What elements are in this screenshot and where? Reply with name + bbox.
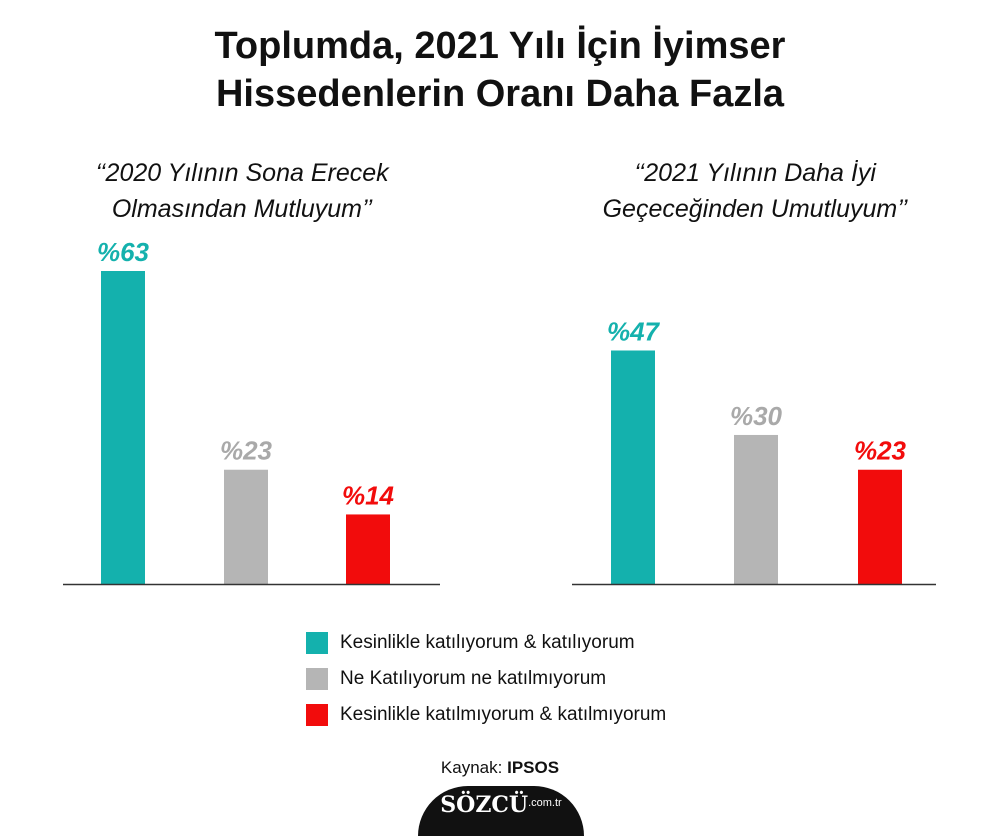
legend-label-agree: Kesinlikle katılıyorum & katılıyorum [340, 632, 635, 653]
title-line-2: Hissedenlerin Oranı Daha Fazla [215, 73, 785, 115]
right-bar-3 [858, 469, 902, 584]
legend: Kesinlikle katılıyorum & katılıyorum Ne … [306, 625, 666, 733]
logo-suffix-text: .com.tr [528, 797, 562, 809]
right-bar-2 [734, 434, 778, 584]
right-chart-title-line-2: Geçeceğinden Umutluyum’’ [602, 195, 908, 223]
logo-main-text: SÖZCÜ [440, 792, 529, 818]
source-prefix: Kaynak: [440, 758, 503, 777]
source-name: IPSOS [507, 758, 560, 777]
brand-logo: SÖZCÜ.com.tr [418, 786, 584, 836]
legend-label-neutral: Ne Katılıyorum ne katılmıyorum [340, 668, 607, 689]
left-bar-label-1: %63 [97, 237, 150, 267]
right-chart-title-line-1: ‘‘2021 Yılının Daha İyi [634, 159, 876, 187]
legend-item-disagree: Kesinlikle katılmıyorum & katılmıyorum [306, 697, 666, 733]
legend-label-disagree: Kesinlikle katılmıyorum & katılmıyorum [340, 704, 667, 725]
left-bar-3 [346, 514, 390, 584]
legend-swatch-neutral [306, 668, 328, 690]
legend-item-agree: Kesinlikle katılıyorum & katılıyorum [306, 625, 666, 661]
left-bar-2 [224, 469, 268, 584]
legend-item-neutral: Ne Katılıyorum ne katılmıyorum [306, 661, 666, 697]
right-bar-label-1: %47 [607, 316, 661, 346]
right-chart-title: ‘‘2021 Yılının Daha İyi Geçeceğinden Umu… [535, 155, 975, 227]
title-line-1: Toplumda, 2021 Yılı İçin İyimser [214, 25, 786, 67]
legend-swatch-disagree [306, 704, 328, 726]
source-note: Kaynak: IPSOS [0, 758, 1000, 778]
left-bar-label-2: %23 [220, 436, 273, 466]
right-bar-label-2: %30 [730, 401, 783, 431]
legend-swatch-agree [306, 632, 328, 654]
right-bar-1 [611, 350, 655, 584]
left-chart-title-line-1: ‘‘2020 Yılının Sona Erecek [95, 159, 389, 187]
left-chart-title: ‘‘2020 Yılının Sona Erecek Olmasından Mu… [22, 155, 462, 227]
left-chart-title-line-2: Olmasından Mutluyum’’ [111, 195, 373, 223]
left-bar-label-3: %14 [342, 480, 395, 510]
right-bar-label-3: %23 [854, 436, 907, 466]
page-title: Toplumda, 2021 Yılı İçin İyimser Hissede… [0, 22, 1000, 118]
left-bar-1 [101, 271, 145, 584]
